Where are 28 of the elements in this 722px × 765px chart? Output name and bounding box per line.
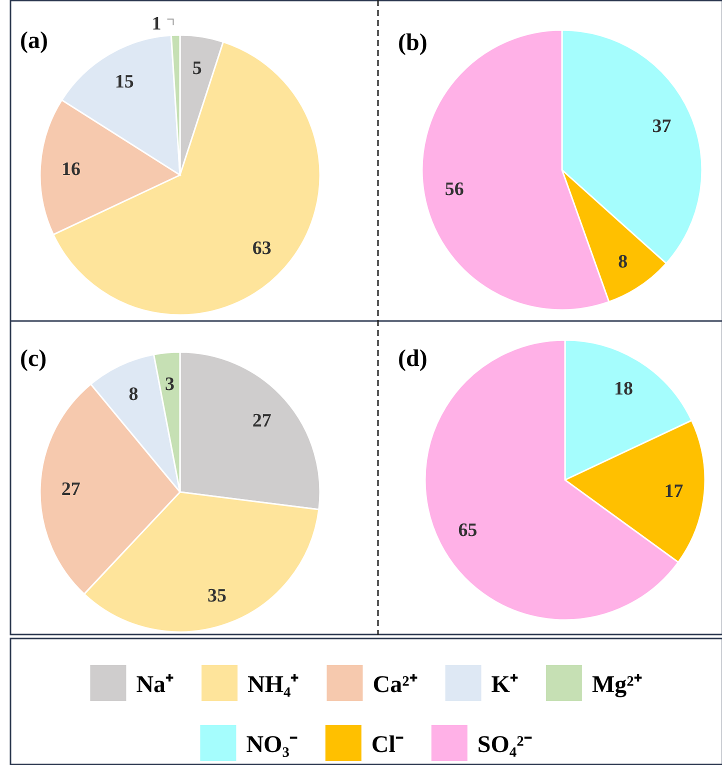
data-label: 56 [444,179,464,200]
data-label: 27 [61,479,81,500]
data-label: 27 [252,410,272,432]
chart-title: (d) [398,346,428,372]
chart-title: (a) [20,28,48,54]
data-label: 35 [207,585,226,606]
legend-label: NH₄⁺ [248,672,299,698]
data-label: 37 [652,116,672,138]
legend-label: Cl⁻ [371,732,404,758]
chart-title: (b) [398,30,428,56]
data-label: 18 [614,378,634,400]
data-label: 5 [192,58,202,79]
data-label: 8 [618,251,628,272]
legend-label: NO₃⁻ [246,732,298,758]
data-label: 65 [458,520,478,542]
legend-label: Na⁺ [136,672,174,698]
legend-label: K⁺ [491,672,518,698]
legend-label: Mg²⁺ [592,672,642,698]
data-label: 17 [664,480,684,502]
legend-label: SO₄²⁻ [477,732,532,758]
data-label: 63 [252,238,272,259]
data-label: 15 [114,72,134,93]
legend-label: Ca²⁺ [372,672,418,698]
data-label: 16 [62,158,81,180]
data-label: 1 [152,14,162,35]
data-label: 3 [164,374,174,395]
data-label: 8 [128,384,138,405]
chart-title: (c) [20,346,47,372]
